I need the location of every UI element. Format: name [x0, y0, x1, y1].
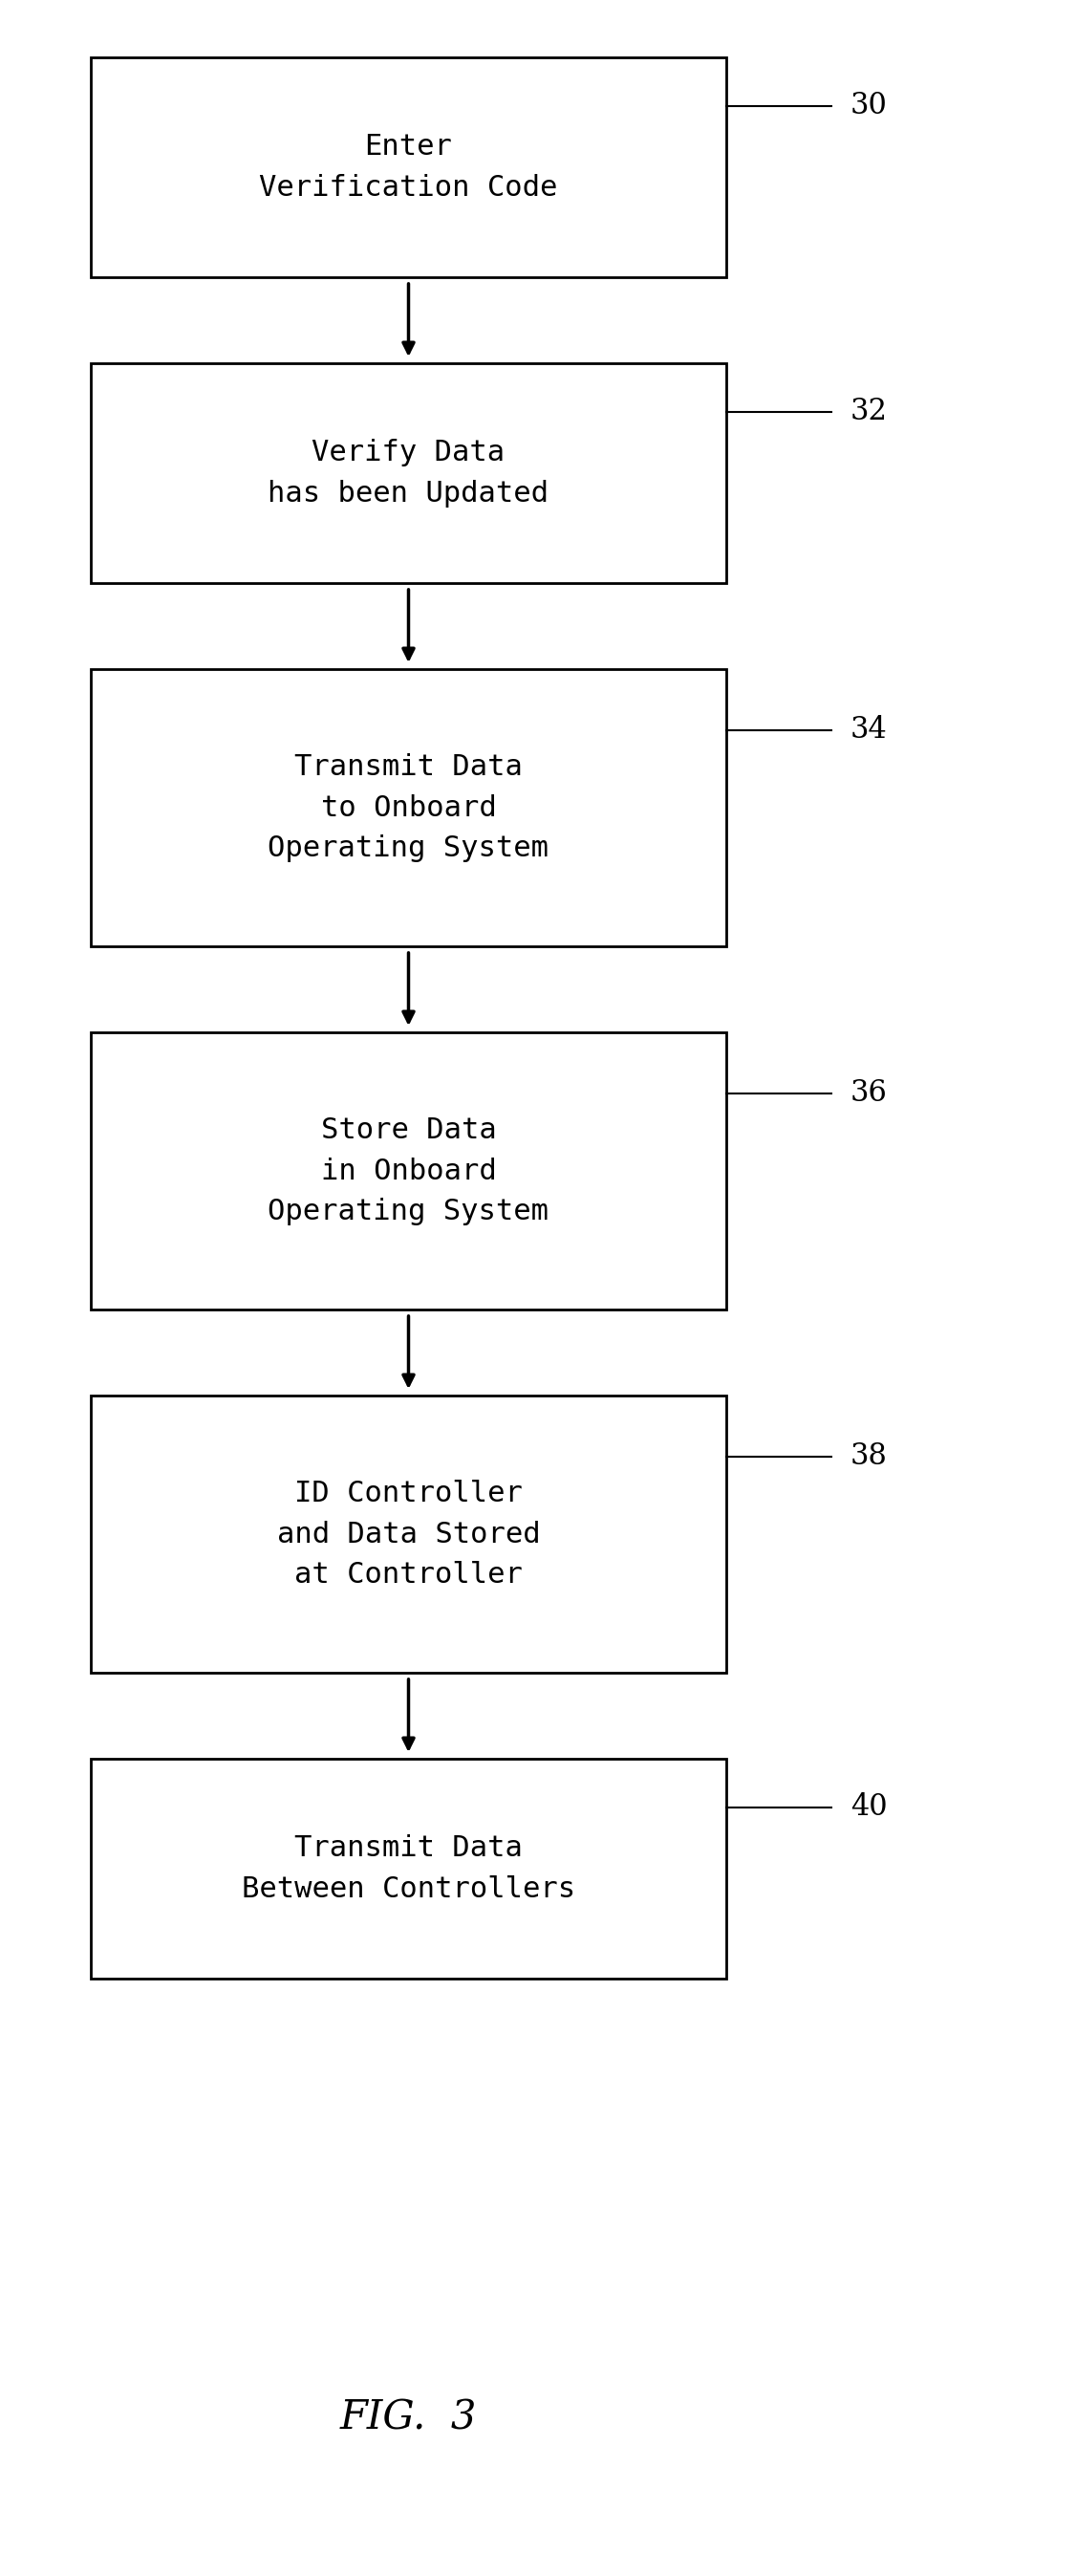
Text: Store Data
in Onboard
Operating System: Store Data in Onboard Operating System: [268, 1115, 549, 1226]
Bar: [90, 57, 726, 278]
Text: 34: 34: [850, 716, 888, 744]
Text: Transmit Data
to Onboard
Operating System: Transmit Data to Onboard Operating Syste…: [268, 752, 549, 863]
Text: ID Controller
and Data Stored
at Controller: ID Controller and Data Stored at Control…: [277, 1479, 540, 1589]
Text: 40: 40: [850, 1793, 888, 1821]
Bar: [90, 1759, 726, 1978]
Text: 30: 30: [850, 90, 888, 121]
Text: FIG.  3: FIG. 3: [340, 2398, 477, 2439]
Text: Transmit Data
Between Controllers: Transmit Data Between Controllers: [242, 1834, 576, 1904]
Bar: [90, 670, 726, 945]
Text: Enter
Verification Code: Enter Verification Code: [259, 134, 557, 201]
Text: 38: 38: [850, 1443, 888, 1471]
Text: 36: 36: [850, 1079, 888, 1108]
Bar: [90, 363, 726, 582]
Text: Verify Data
has been Updated: Verify Data has been Updated: [268, 438, 549, 507]
Bar: [90, 1396, 726, 1672]
Text: 32: 32: [850, 397, 888, 428]
Bar: [90, 1033, 726, 1309]
